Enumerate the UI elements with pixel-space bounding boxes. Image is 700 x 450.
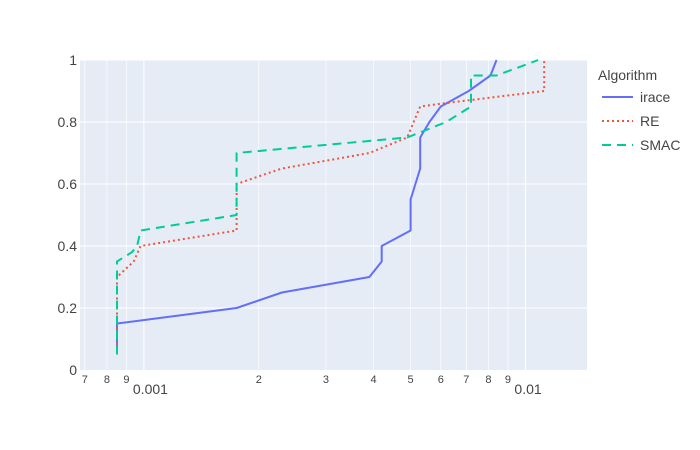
series-line-smac[interactable] — [116, 59, 539, 355]
legend-label: irace — [640, 89, 671, 105]
legend-item-re[interactable]: RE — [602, 113, 659, 129]
x-tick-label: 8 — [485, 374, 491, 386]
x-tick-label: 3 — [323, 374, 329, 386]
x-tick-label: 9 — [123, 374, 129, 386]
x-tick-label: 2 — [256, 374, 262, 386]
y-tick-label: 0.6 — [58, 176, 78, 192]
y-tick-label: 0.4 — [58, 238, 78, 254]
legend-label: SMAC — [640, 137, 680, 153]
y-tick-label: 0.2 — [58, 300, 78, 316]
x-tick-label: 4 — [371, 374, 377, 386]
x-tick-label: 7 — [463, 374, 469, 386]
series-line-irace[interactable] — [116, 59, 498, 355]
x-tick-label: 6 — [438, 374, 444, 386]
y-tick-label: 0.8 — [58, 114, 78, 130]
legend[interactable]: Algorithm irace RE SMAC — [598, 67, 680, 153]
y-axis: 0 0.2 0.4 0.6 0.8 1 — [58, 52, 78, 378]
legend-item-smac[interactable]: SMAC — [602, 137, 680, 153]
x-tick-label: 8 — [104, 374, 110, 386]
x-tick-label: 0.001 — [133, 381, 168, 397]
x-tick-label: 9 — [505, 374, 511, 386]
y-tick-label: 1 — [69, 52, 77, 68]
legend-item-irace[interactable]: irace — [602, 89, 671, 105]
legend-label: RE — [640, 113, 659, 129]
grid — [80, 59, 587, 370]
x-tick-label: 7 — [82, 374, 88, 386]
x-tick-label: 0.01 — [514, 381, 541, 397]
series-line-re[interactable] — [116, 60, 546, 355]
plot-background — [80, 60, 587, 370]
y-tick-label: 0 — [69, 362, 77, 378]
x-tick-label: 5 — [408, 374, 414, 386]
series-layer — [116, 59, 546, 355]
legend-title: Algorithm — [598, 67, 657, 83]
